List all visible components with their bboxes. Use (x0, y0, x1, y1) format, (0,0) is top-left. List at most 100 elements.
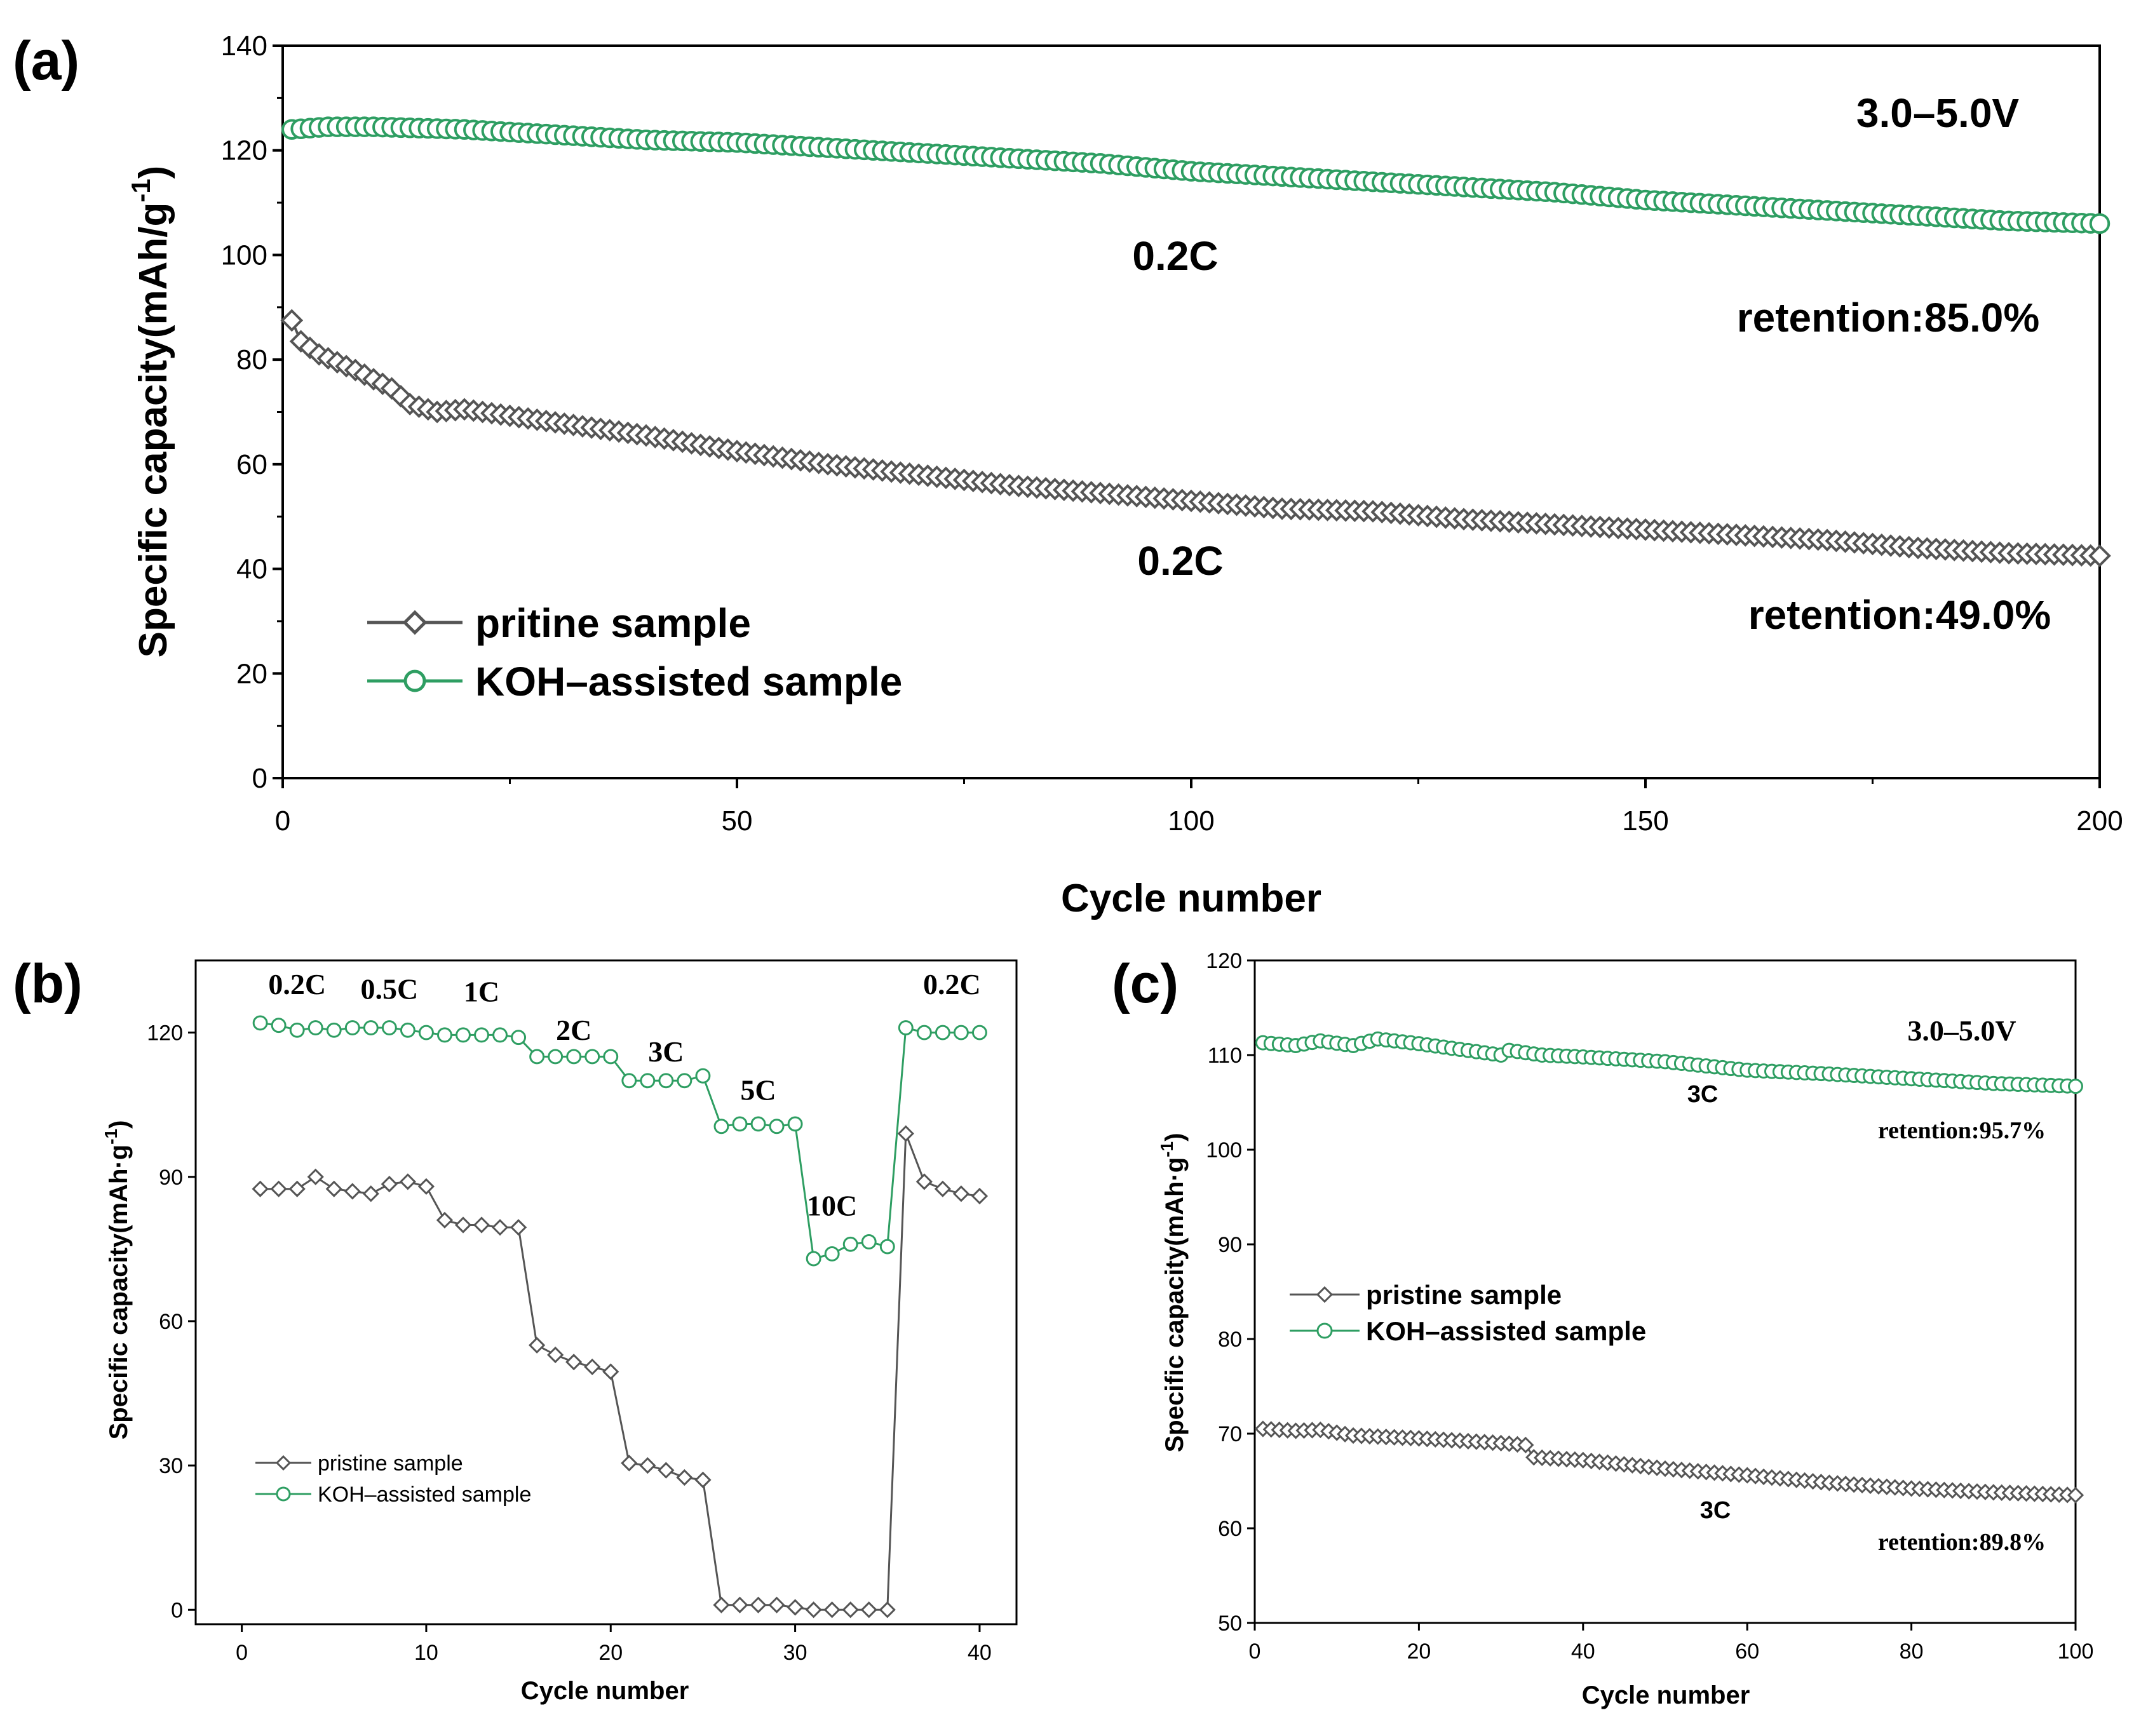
data-point-circle (806, 1251, 821, 1267)
data-point-diamond (879, 1601, 896, 1618)
data-point-circle (529, 1049, 545, 1065)
panel-a-legend-pristine: pritine sample (475, 600, 751, 646)
data-point-circle (271, 1018, 287, 1033)
data-point-diamond (280, 309, 304, 332)
data-point-diamond (823, 1601, 841, 1618)
data-point-diamond (2088, 544, 2111, 567)
panel-b-x-ticks: 0 10 20 30 40 (236, 1624, 992, 1665)
legend-koh-circle (276, 1486, 291, 1502)
data-point-circle (695, 1068, 711, 1084)
panel-c-x-axis-label: Cycle number (1582, 1681, 1750, 1709)
data-point-diamond (399, 1173, 417, 1190)
data-point-diamond (639, 1457, 656, 1474)
data-point-diamond (381, 1175, 398, 1193)
data-point-circle (584, 1049, 600, 1065)
x-tick-label: 200 (2076, 805, 2123, 837)
data-point-diamond (510, 1219, 527, 1236)
panel-a-retention-top: retention:85.0% (1737, 295, 2040, 340)
data-point-circle (842, 1236, 858, 1252)
y-tick-label: 90 (159, 1166, 183, 1190)
y-tick-label: 60 (1218, 1517, 1242, 1541)
series-line (260, 1133, 980, 1611)
data-point-diamond (842, 1601, 859, 1618)
rate-label: 5C (740, 1074, 776, 1107)
panel-b-legend-koh: KOH–assisted sample (318, 1483, 531, 1507)
panel-b-legend: pristine sample KOH–assisted sample (255, 1451, 531, 1507)
y-tick-label: 120 (221, 135, 267, 166)
data-point-diamond (325, 1180, 342, 1197)
panel-b-label: (b) (13, 953, 83, 1014)
panel-a-legend-koh: KOH–assisted sample (475, 659, 902, 704)
rate-label: 1C (464, 975, 499, 1007)
data-point-circle (861, 1234, 877, 1249)
data-point-diamond (694, 1471, 712, 1488)
data-point-diamond (362, 1185, 379, 1202)
data-point-circle (492, 1027, 508, 1043)
x-tick-label: 10 (414, 1641, 438, 1665)
y-tick-label: 100 (1206, 1138, 1242, 1162)
data-point-diamond (768, 1596, 785, 1613)
data-point-diamond (860, 1601, 877, 1618)
data-point-diamond (252, 1180, 269, 1197)
data-point-circle (2089, 213, 2111, 234)
data-point-diamond (731, 1596, 748, 1613)
series-line (260, 1021, 980, 1260)
data-point-diamond (491, 1219, 509, 1236)
y-tick-label: 70 (1218, 1422, 1242, 1446)
x-tick-label: 40 (1571, 1639, 1595, 1664)
data-point-circle (566, 1049, 582, 1065)
panel-c-y-axis-label: Specific capacity(mAh·g-1) (1157, 1133, 1189, 1453)
panel-c-x-ticks: 0 20 40 60 80 100 (1249, 1623, 2094, 1664)
panel-b-legend-pristine: pristine sample (318, 1451, 463, 1476)
data-point-circle (621, 1073, 637, 1089)
data-point-circle (307, 1020, 323, 1035)
data-point-diamond (547, 1346, 564, 1364)
data-point-diamond (676, 1469, 693, 1486)
data-point-diamond (2067, 1486, 2084, 1504)
panel-c-plot-frame (1253, 959, 2077, 1624)
data-point-circle (363, 1020, 379, 1035)
data-point-circle (2068, 1079, 2083, 1094)
x-tick-label: 100 (1168, 805, 1214, 837)
rate-label: 3C (648, 1035, 684, 1068)
data-point-circle (916, 1025, 932, 1040)
data-point-circle (474, 1027, 489, 1043)
x-tick-label: 0 (236, 1641, 248, 1665)
data-point-circle (879, 1239, 895, 1255)
data-point-circle (769, 1119, 785, 1134)
x-tick-label: 40 (968, 1641, 992, 1665)
panel-b-rate-labels: 0.2C 0.5C 1C 2C 3C 5C 10C 0.2C (268, 968, 980, 1221)
data-point-diamond (307, 1168, 324, 1185)
x-tick-label: 50 (722, 805, 753, 837)
legend-pristine-diamond (1316, 1286, 1334, 1303)
data-point-diamond (787, 1599, 804, 1616)
data-point-circle (326, 1022, 342, 1038)
panel-c-label: (c) (1112, 953, 1179, 1014)
panel-b-x-axis-label: Cycle number (521, 1677, 689, 1705)
panel-c-legend-koh: KOH–assisted sample (1366, 1316, 1646, 1346)
x-tick-label: 100 (2058, 1639, 2094, 1664)
rate-label: 0.2C (268, 968, 326, 1000)
legend-pristine-diamond (275, 1455, 292, 1471)
panel-a-legend: pritine sample KOH–assisted sample (367, 600, 902, 704)
y-tick-label: 80 (1218, 1328, 1242, 1352)
legend-koh-circle (1316, 1322, 1333, 1339)
data-point-diamond (529, 1336, 546, 1354)
data-point-circle (787, 1116, 803, 1132)
data-point-diamond (971, 1187, 989, 1205)
data-point-circle (640, 1073, 656, 1089)
x-tick-label: 0 (275, 805, 290, 837)
panel-c-y-ticks: 50 60 70 80 90 100 110 120 (1206, 949, 1255, 1636)
data-point-diamond (270, 1180, 287, 1197)
x-tick-label: 20 (598, 1641, 623, 1665)
y-tick-label: 0 (252, 763, 267, 794)
data-point-circle (898, 1020, 914, 1035)
x-tick-label: 0 (1249, 1639, 1261, 1664)
panel-a-series (280, 116, 2111, 567)
panel-b-y-ticks: 0 30 60 90 120 (147, 1021, 196, 1622)
y-tick-label: 90 (1218, 1233, 1242, 1257)
data-point-diamond (584, 1358, 601, 1375)
panel-c-legend: pristine sample KOH–assisted sample (1290, 1280, 1646, 1346)
x-tick-label: 150 (1622, 805, 1668, 837)
data-point-circle (953, 1025, 969, 1040)
